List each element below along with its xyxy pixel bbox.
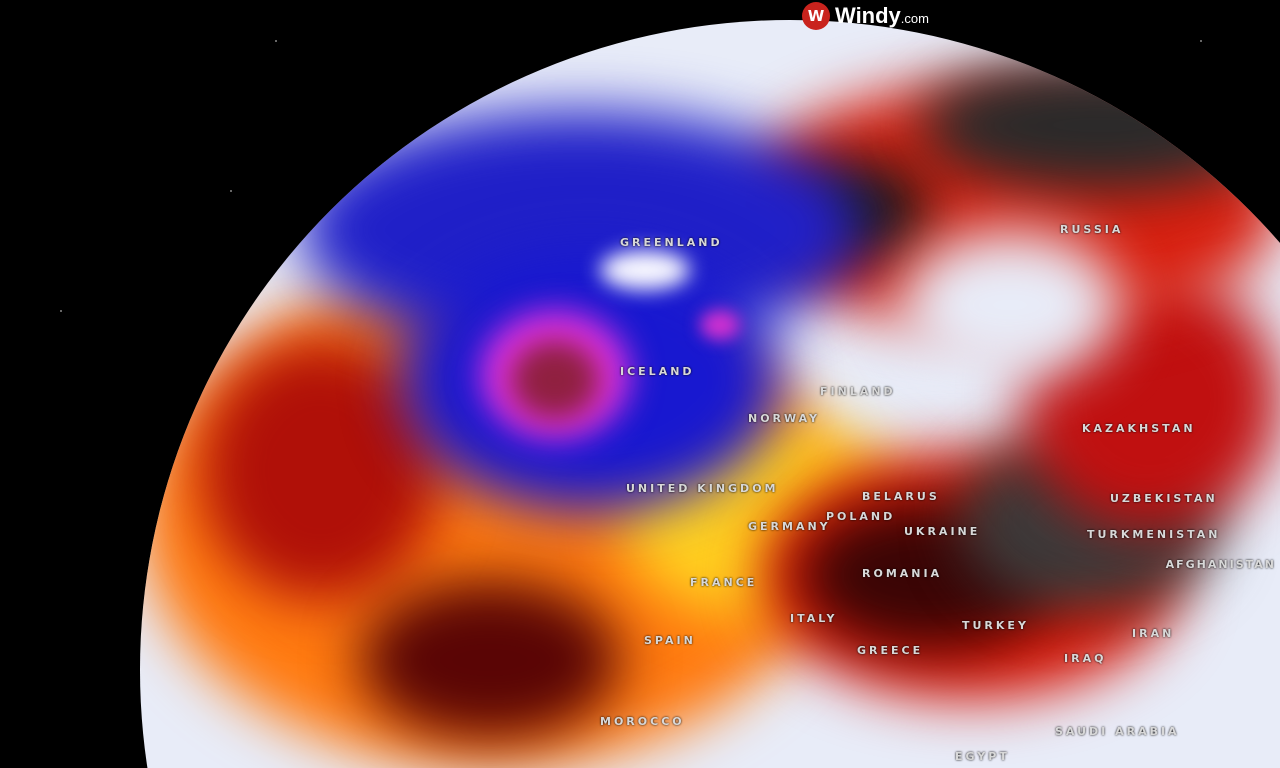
label-uzbekistan: UZBEKISTAN (1110, 492, 1218, 505)
cold-core-region (510, 340, 600, 420)
label-ukraine: UKRAINE (904, 525, 981, 538)
cold-core-region (700, 310, 740, 340)
label-finland: FINLAND (820, 385, 896, 398)
brand-name: Windy (835, 3, 901, 28)
label-poland: POLAND (826, 510, 896, 523)
star (230, 190, 232, 192)
brand-suffix: .com (900, 11, 929, 26)
heat-region (920, 60, 1280, 190)
star (60, 310, 62, 312)
neutral-region (900, 230, 1120, 380)
label-greenland: GREENLAND (620, 236, 723, 249)
label-kazakhstan: KAZAKHSTAN (1082, 422, 1196, 435)
label-turkmenistan: TURKMENISTAN (1087, 528, 1221, 541)
label-saudi-arabia: SAUDI ARABIA (1055, 725, 1180, 738)
label-greece: GREECE (857, 644, 924, 657)
star (1200, 40, 1202, 42)
label-italy: ITALY (790, 612, 838, 625)
label-morocco: MOROCCO (600, 715, 685, 728)
globe-map[interactable] (140, 20, 1280, 768)
logo-text: Windy.com (835, 3, 929, 29)
label-egypt: EGYPT (955, 750, 1010, 763)
label-iraq: IRAQ (1064, 652, 1107, 665)
label-russia: RUSSIA (1060, 223, 1124, 236)
star (275, 40, 277, 42)
heat-region (360, 580, 620, 740)
label-france: FRANCE (690, 576, 758, 589)
windy-logo[interactable]: W Windy.com (802, 2, 929, 30)
label-germany: GERMANY (748, 520, 831, 533)
windy-logo-icon: W (802, 2, 830, 30)
label-romania: ROMANIA (862, 567, 943, 580)
label-iran: IRAN (1132, 627, 1175, 640)
neutral-region (600, 250, 690, 290)
label-norway: NORWAY (748, 412, 821, 425)
label-iceland: ICELAND (620, 365, 695, 378)
label-turkey: TURKEY (962, 619, 1029, 632)
label-united-kingdom: UNITED KINGDOM (626, 482, 779, 495)
label-afghanistan: AFGHANISTAN (1165, 558, 1276, 571)
label-spain: SPAIN (644, 634, 696, 647)
label-belarus: BELARUS (862, 490, 940, 503)
